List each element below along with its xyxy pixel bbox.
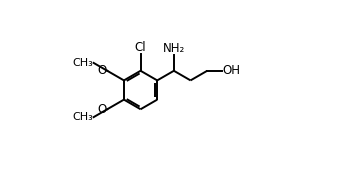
Text: NH₂: NH₂ (163, 41, 185, 55)
Text: CH₃: CH₃ (72, 58, 93, 68)
Text: CH₃: CH₃ (72, 112, 93, 122)
Text: O: O (97, 64, 106, 77)
Text: OH: OH (222, 64, 240, 77)
Text: O: O (97, 103, 106, 116)
Text: Cl: Cl (135, 41, 146, 54)
